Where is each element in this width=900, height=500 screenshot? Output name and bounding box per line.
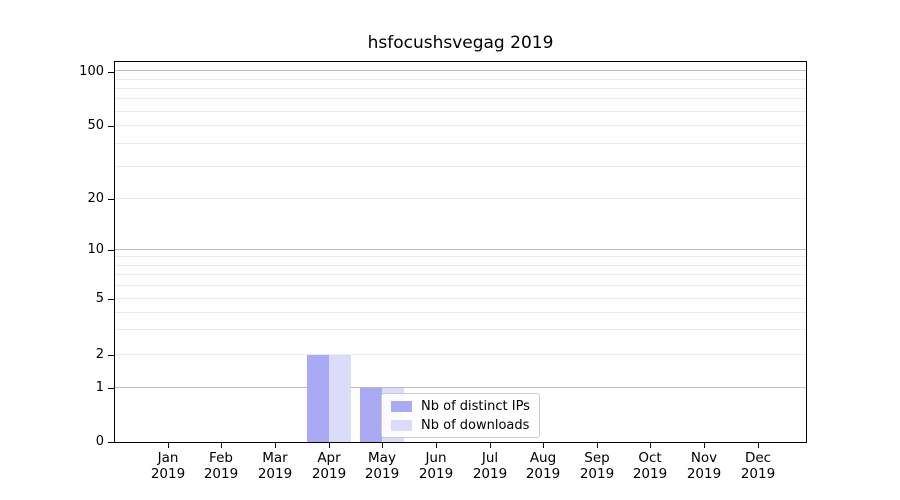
plot-area: Nb of distinct IPs Nb of downloads xyxy=(114,61,807,443)
y-tick-mark xyxy=(108,199,114,200)
y-gridline xyxy=(115,274,806,275)
legend-entry-distinct-ips: Nb of distinct IPs xyxy=(391,398,530,414)
x-tick-month: Feb xyxy=(209,450,233,466)
bar-downloads-apr xyxy=(329,355,351,442)
x-tick-year: 2019 xyxy=(418,466,454,482)
x-tick-mark xyxy=(329,443,330,448)
x-tick-mark xyxy=(650,443,651,448)
chart-title: hsfocushsvegag 2019 xyxy=(367,33,554,53)
y-gridline xyxy=(115,354,806,355)
x-tick-mark xyxy=(543,443,544,448)
y-gridline xyxy=(115,166,806,167)
x-tick-mark xyxy=(490,443,491,448)
x-tick-month: Jun xyxy=(425,450,447,466)
y-gridline xyxy=(115,125,806,126)
x-tick-year: 2019 xyxy=(150,466,186,482)
legend-entry-downloads: Nb of downloads xyxy=(391,417,530,433)
y-gridline xyxy=(115,298,806,299)
x-tick-month: Aug xyxy=(529,450,557,466)
x-tick-month: Apr xyxy=(317,450,341,466)
x-tick-mark xyxy=(382,443,383,448)
y-gridline xyxy=(115,265,806,266)
bar-distinct-ips-may xyxy=(360,388,382,442)
x-tick-month: Dec xyxy=(744,450,772,466)
x-tick-year: 2019 xyxy=(632,466,668,482)
x-tick-label: Aug 2019 xyxy=(511,450,575,482)
y-gridline xyxy=(115,329,806,330)
x-tick-mark xyxy=(597,443,598,448)
y-gridline xyxy=(115,88,806,89)
x-tick-label: Dec 2019 xyxy=(726,450,790,482)
y-tick-label: 50 xyxy=(87,118,104,133)
y-gridline xyxy=(115,70,806,71)
y-gridline xyxy=(115,256,806,257)
y-gridline xyxy=(115,249,806,250)
legend-swatch-distinct-ips-icon xyxy=(391,400,412,412)
x-tick-month: Oct xyxy=(638,450,662,466)
x-tick-mark xyxy=(275,443,276,448)
x-tick-year: 2019 xyxy=(740,466,776,482)
y-tick-label: 100 xyxy=(79,64,104,79)
x-tick-month: Sep xyxy=(584,450,610,466)
y-tick-label: 20 xyxy=(87,191,104,206)
y-gridline xyxy=(115,312,806,313)
y-gridline xyxy=(115,387,806,388)
legend-label-distinct-ips: Nb of distinct IPs xyxy=(421,398,530,414)
x-tick-year: 2019 xyxy=(472,466,508,482)
y-tick-mark xyxy=(108,72,114,73)
y-tick-label: 5 xyxy=(95,291,104,306)
x-tick-year: 2019 xyxy=(686,466,722,482)
x-tick-label: Jul 2019 xyxy=(458,450,522,482)
legend: Nb of distinct IPs Nb of downloads xyxy=(381,393,540,438)
x-tick-year: 2019 xyxy=(364,466,400,482)
x-tick-month: Jan xyxy=(157,450,179,466)
y-gridline xyxy=(115,143,806,144)
y-gridline xyxy=(115,285,806,286)
x-tick-label: Feb 2019 xyxy=(189,450,253,482)
y-tick-label: 2 xyxy=(95,347,104,362)
legend-label-downloads: Nb of downloads xyxy=(421,417,530,433)
y-gridline xyxy=(115,111,806,112)
x-tick-label: Jan 2019 xyxy=(136,450,200,482)
x-tick-month: Jul xyxy=(481,450,499,466)
x-tick-year: 2019 xyxy=(203,466,239,482)
y-gridline xyxy=(115,198,806,199)
y-gridline xyxy=(115,79,806,80)
y-tick-label: 0 xyxy=(95,434,104,449)
x-tick-mark xyxy=(168,443,169,448)
x-tick-month: May xyxy=(368,450,396,466)
x-tick-mark xyxy=(758,443,759,448)
y-gridline xyxy=(115,98,806,99)
x-tick-year: 2019 xyxy=(525,466,561,482)
bar-distinct-ips-apr xyxy=(307,355,329,442)
x-tick-label: May 2019 xyxy=(350,450,414,482)
y-tick-label: 10 xyxy=(87,242,104,257)
x-tick-year: 2019 xyxy=(257,466,293,482)
x-tick-mark xyxy=(436,443,437,448)
x-tick-year: 2019 xyxy=(579,466,615,482)
x-tick-mark xyxy=(221,443,222,448)
y-tick-label: 1 xyxy=(95,380,104,395)
y-tick-mark xyxy=(108,355,114,356)
x-tick-label: Mar 2019 xyxy=(243,450,307,482)
y-tick-mark xyxy=(108,299,114,300)
y-tick-mark xyxy=(108,388,114,389)
x-tick-label: Nov 2019 xyxy=(672,450,736,482)
x-tick-year: 2019 xyxy=(311,466,347,482)
x-tick-label: Oct 2019 xyxy=(618,450,682,482)
y-tick-mark xyxy=(108,442,114,443)
y-tick-mark xyxy=(108,126,114,127)
x-tick-month: Mar xyxy=(262,450,288,466)
y-tick-mark xyxy=(108,250,114,251)
x-tick-mark xyxy=(704,443,705,448)
x-tick-label: Jun 2019 xyxy=(404,450,468,482)
x-tick-month: Nov xyxy=(690,450,718,466)
x-tick-label: Sep 2019 xyxy=(565,450,629,482)
legend-swatch-downloads-icon xyxy=(391,419,412,431)
x-tick-label: Apr 2019 xyxy=(297,450,361,482)
